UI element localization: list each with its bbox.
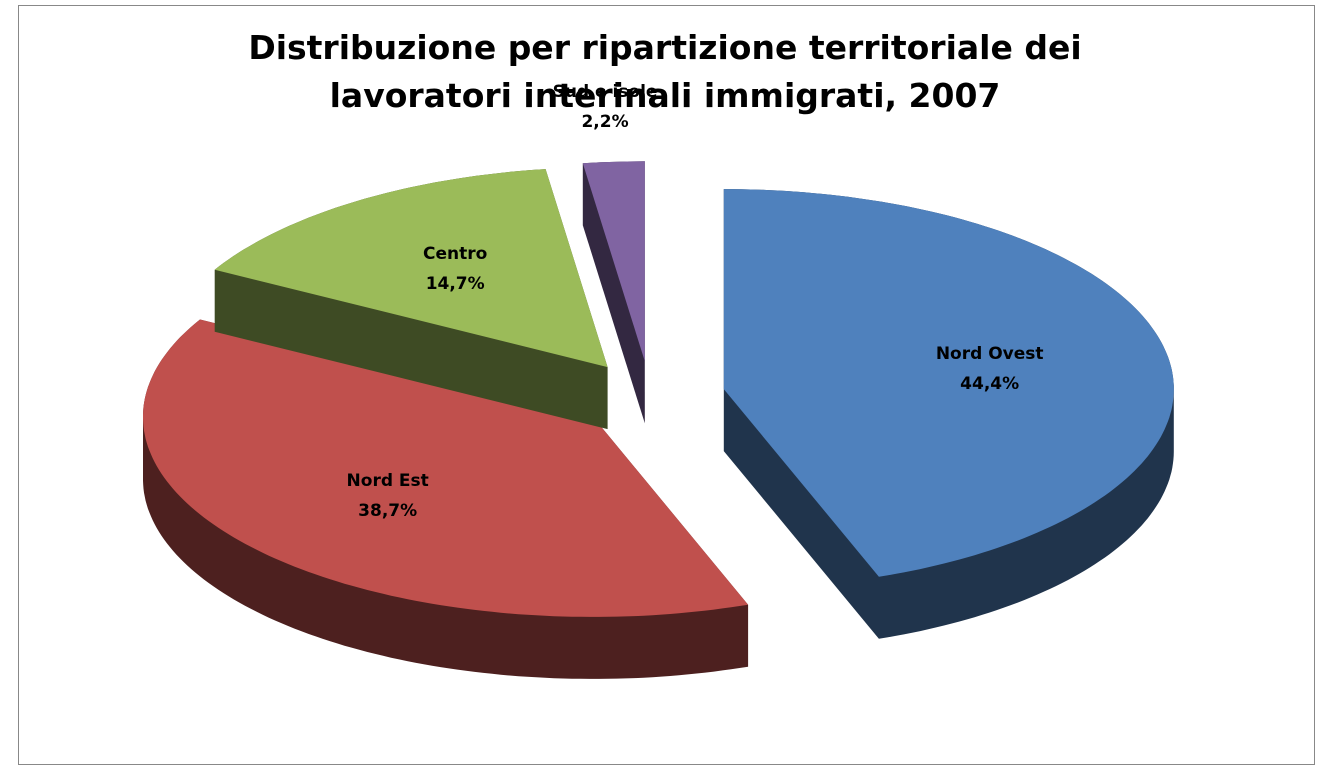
slice [723, 189, 1174, 577]
slice-value-label: 14,7% [426, 274, 485, 294]
slice [582, 161, 645, 362]
slice [214, 169, 608, 368]
chart-title: Distribuzione per ripartizione territori… [248, 28, 1082, 115]
slice-category-label: Nord Ovest [936, 344, 1044, 364]
slice-category-label: Nord Est [347, 471, 429, 491]
slice-category-label: Centro [423, 244, 487, 264]
slice-value-label: 2,2% [581, 112, 628, 132]
slice-category-label: Sud e isole [553, 82, 658, 102]
slice-value-label: 44,4% [960, 374, 1019, 394]
slice [143, 319, 749, 617]
slice-value-label: 38,7% [358, 501, 417, 521]
